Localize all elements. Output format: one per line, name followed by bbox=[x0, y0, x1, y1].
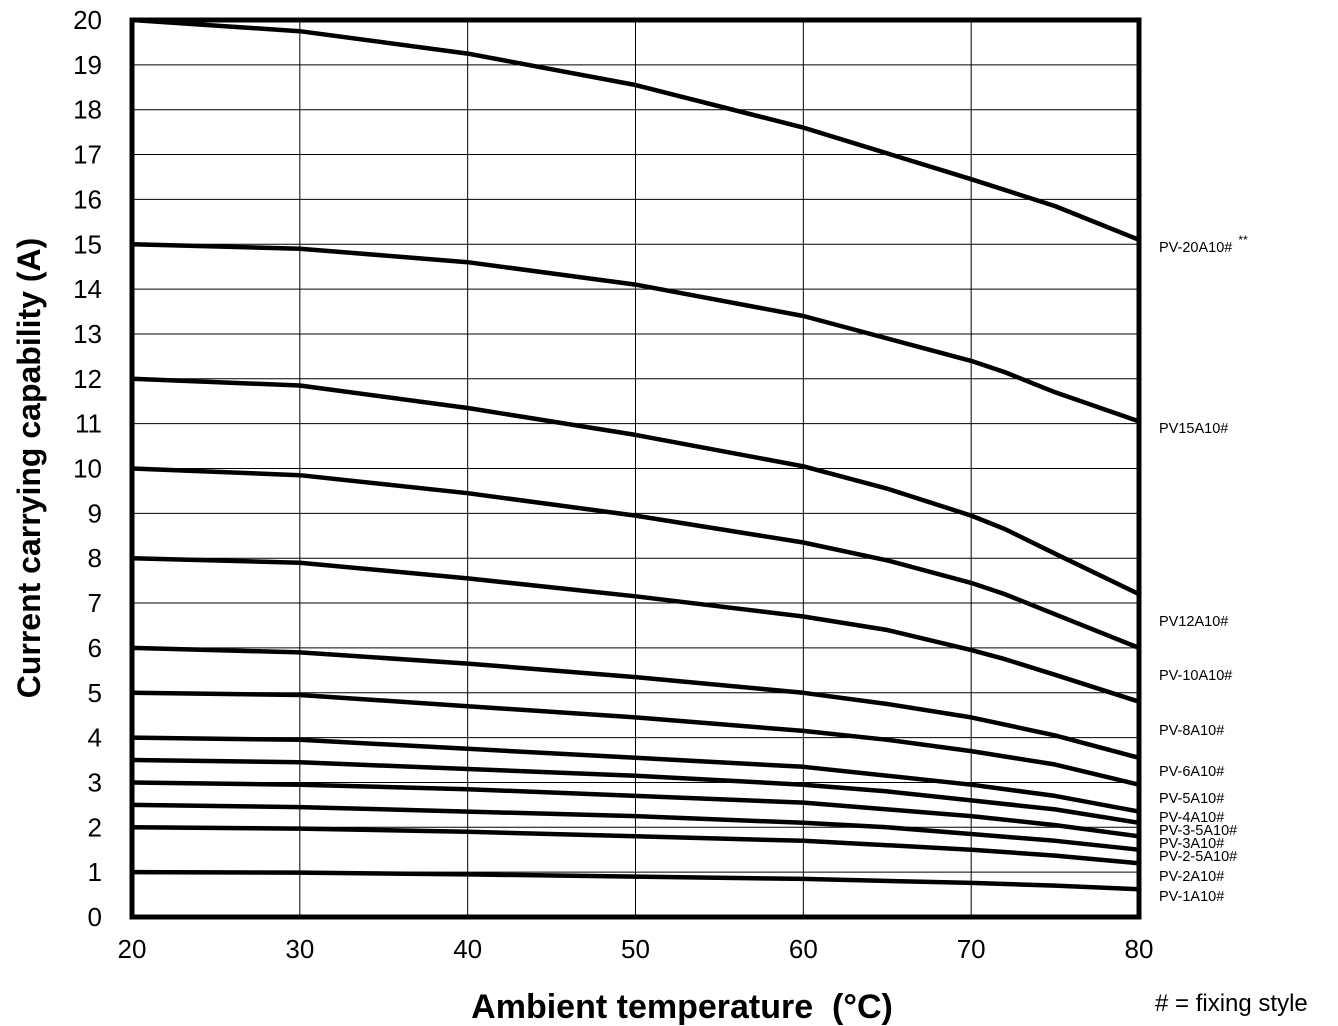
series-labels: PV-20A10# ** PV15A10# PV12A10# PV-10A10# PV-8… bbox=[1159, 233, 1248, 905]
y-tick-label: 14 bbox=[73, 274, 102, 304]
series-label: PV-6A10# bbox=[1159, 764, 1224, 780]
series-line bbox=[129, 555, 1142, 704]
series-line bbox=[129, 466, 1142, 651]
y-tick-label: 19 bbox=[73, 50, 102, 80]
series-label: PV-4A10# bbox=[1159, 810, 1224, 826]
series-line bbox=[129, 869, 1142, 892]
x-tick-label: 50 bbox=[621, 934, 650, 964]
x-axis-title: Ambient temperature (°C) bbox=[471, 988, 893, 1026]
y-tick-label: 1 bbox=[88, 857, 102, 887]
y-tick-label: 6 bbox=[88, 633, 102, 663]
y-tick-label: 8 bbox=[88, 543, 102, 573]
x-tick-label: 20 bbox=[118, 934, 147, 964]
y-tick-label: 11 bbox=[75, 409, 102, 439]
series-line bbox=[129, 690, 1142, 787]
x-tick-label: 60 bbox=[789, 934, 818, 964]
fixing-style-note: # = fixing style bbox=[1155, 990, 1308, 1017]
x-tick-labels: 20 30 40 50 60 70 80 bbox=[118, 934, 1154, 964]
y-tick-label: 17 bbox=[73, 140, 102, 170]
series-line bbox=[129, 780, 1142, 839]
series-label: PV-1A10# bbox=[1159, 889, 1224, 905]
series-label: PV-20A10# ** bbox=[1159, 233, 1248, 256]
y-tick-label: 2 bbox=[88, 812, 102, 842]
x-tick-label: 80 bbox=[1125, 934, 1154, 964]
series-line bbox=[129, 645, 1142, 761]
series-label: PV-8A10# bbox=[1159, 723, 1224, 739]
y-tick-label: 13 bbox=[73, 319, 102, 349]
series-label: PV12A10# bbox=[1159, 614, 1228, 630]
plot-frame bbox=[129, 17, 1142, 920]
y-tick-label: 5 bbox=[88, 678, 102, 708]
y-tick-label: 12 bbox=[73, 364, 102, 394]
series-lines bbox=[129, 17, 1142, 892]
y-tick-label: 7 bbox=[88, 588, 102, 618]
series-label: PV15A10# bbox=[1159, 421, 1228, 437]
y-tick-label: 3 bbox=[88, 767, 102, 797]
x-tick-label: 70 bbox=[957, 934, 986, 964]
y-tick-label: 9 bbox=[88, 498, 102, 528]
series-label: PV-3-5A10# bbox=[1159, 823, 1237, 839]
x-tick-label: 40 bbox=[453, 934, 482, 964]
x-tick-label: 30 bbox=[285, 934, 314, 964]
series-label: PV-2-5A10# bbox=[1159, 849, 1237, 865]
y-tick-label: 4 bbox=[88, 723, 102, 753]
y-tick-label: 15 bbox=[73, 229, 102, 259]
y-tick-label: 18 bbox=[73, 95, 102, 125]
series-line bbox=[129, 376, 1142, 597]
y-tick-label: 0 bbox=[88, 902, 102, 932]
y-axis-title: Current carrying capability (A) bbox=[11, 238, 47, 699]
y-tick-label: 16 bbox=[73, 184, 102, 214]
y-tick-label: 20 bbox=[73, 5, 102, 35]
series-label: PV-2A10# bbox=[1159, 869, 1224, 885]
series-label: PV-3A10# bbox=[1159, 836, 1224, 852]
series-line bbox=[129, 242, 1142, 424]
series-line bbox=[129, 825, 1142, 866]
series-line bbox=[129, 735, 1142, 814]
series-label: PV-5A10# bbox=[1159, 791, 1224, 807]
series-label: PV-10A10# bbox=[1159, 668, 1232, 684]
series-line bbox=[129, 757, 1142, 826]
series-line bbox=[129, 17, 1142, 243]
y-tick-label: 10 bbox=[73, 454, 102, 484]
series-line bbox=[129, 802, 1142, 852]
